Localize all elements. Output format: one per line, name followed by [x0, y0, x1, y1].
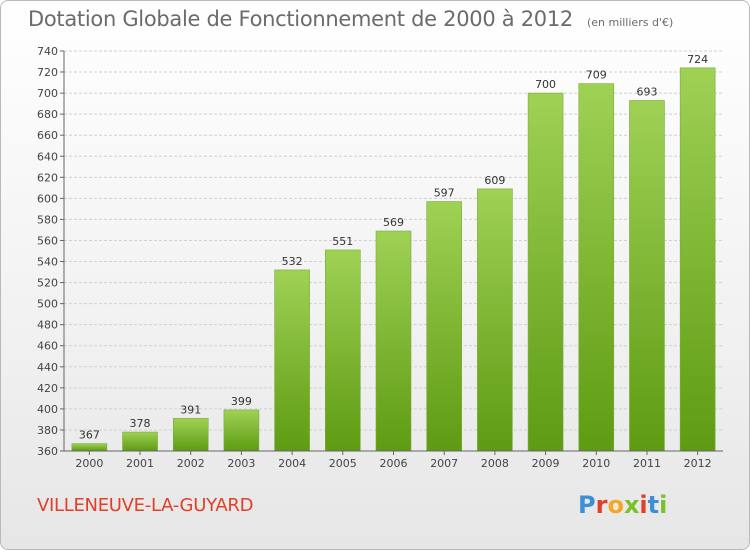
- x-tick-label: 2001: [126, 457, 154, 470]
- bar-2007: [426, 201, 462, 452]
- y-tick-label: 460: [37, 340, 58, 353]
- x-tick-label: 2009: [532, 457, 560, 470]
- x-tick-label: 2012: [684, 457, 712, 470]
- bar-2005: [325, 249, 361, 452]
- bar-2003: [223, 409, 260, 452]
- bar-value-label: 709: [586, 69, 607, 82]
- x-tick-label: 2007: [430, 457, 458, 470]
- bar-value-label: 391: [180, 403, 201, 416]
- bar-2000: [71, 443, 108, 452]
- y-tick-label: 420: [37, 382, 58, 395]
- y-tick-label: 480: [37, 319, 58, 332]
- y-tick-label: 620: [37, 171, 58, 184]
- commune-name: VILLENEUVE-LA-GUYARD: [37, 495, 254, 516]
- bar-value-label: 609: [484, 174, 505, 187]
- bar-value-label: 569: [383, 216, 404, 229]
- bar-2012: [679, 67, 716, 452]
- bar-value-label: 367: [79, 429, 100, 442]
- y-tick-label: 520: [37, 277, 58, 290]
- bar-value-label: 532: [282, 255, 303, 268]
- logo-letter: i: [639, 491, 648, 519]
- logo-letter: o: [607, 491, 624, 519]
- title-row: Dotation Globale de Fonctionnement de 20…: [28, 7, 673, 31]
- y-tick-label: 720: [37, 66, 58, 79]
- bar-value-label: 378: [130, 417, 151, 430]
- bar-value-label: 700: [535, 78, 556, 91]
- y-tick-label: 380: [37, 424, 58, 437]
- x-tick-label: 2008: [481, 457, 509, 470]
- y-tick-label: 660: [37, 129, 58, 142]
- logo-letter: t: [647, 491, 660, 519]
- y-tick-label: 400: [37, 403, 58, 416]
- y-tick-label: 680: [37, 108, 58, 121]
- y-tick-label: 440: [37, 361, 58, 374]
- y-tick-label: 600: [37, 192, 58, 205]
- x-tick-label: 2002: [177, 457, 205, 470]
- bar-2011: [629, 100, 665, 452]
- x-tick-label: 2010: [582, 457, 610, 470]
- bar-2002: [172, 418, 209, 452]
- y-tick-label: 560: [37, 234, 58, 247]
- logo-letter: i: [659, 491, 668, 519]
- y-tick-label: 500: [37, 298, 58, 311]
- bar-value-label: 693: [636, 85, 657, 98]
- x-tick-label: 2011: [633, 457, 661, 470]
- bar-2009: [527, 92, 564, 452]
- x-tick-label: 2004: [278, 457, 306, 470]
- x-tick-label: 2006: [380, 457, 408, 470]
- bar-2008: [477, 188, 513, 452]
- axes: 360 380 400 420 440 460 480 500 520 540 560 580 600 6…: [37, 45, 723, 470]
- bar-value-label: 399: [231, 395, 252, 408]
- y-tick-label: 540: [37, 256, 58, 269]
- x-tick-label: 2003: [227, 457, 255, 470]
- logo-letter: P: [578, 491, 596, 519]
- bar-2004: [274, 269, 310, 452]
- logo-letter: r: [595, 491, 608, 519]
- bar-2006: [375, 230, 412, 452]
- x-tick-label: 2005: [329, 457, 357, 470]
- y-tick-label: 580: [37, 213, 58, 226]
- y-tick-label: 640: [37, 150, 58, 163]
- bar-2010: [578, 83, 615, 452]
- proxiti-logo: Proxiti: [578, 491, 667, 519]
- chart-title: Dotation Globale de Fonctionnement de 20…: [28, 7, 573, 31]
- x-tick-label: 2000: [75, 457, 103, 470]
- bar-2001: [122, 431, 158, 452]
- logo-letter: x: [623, 491, 640, 519]
- bar-value-label: 724: [687, 53, 708, 66]
- y-tick-label: 360: [37, 445, 58, 458]
- y-tick-label: 740: [37, 45, 58, 58]
- y-tick-label: 700: [37, 87, 58, 100]
- bars: 367 378 391 399 532 551 569 597 609 700 709 693 724: [71, 53, 716, 452]
- chart-subtitle: (en milliers d'€): [586, 16, 674, 29]
- bar-value-label: 597: [434, 187, 455, 200]
- bar-value-label: 551: [332, 235, 353, 248]
